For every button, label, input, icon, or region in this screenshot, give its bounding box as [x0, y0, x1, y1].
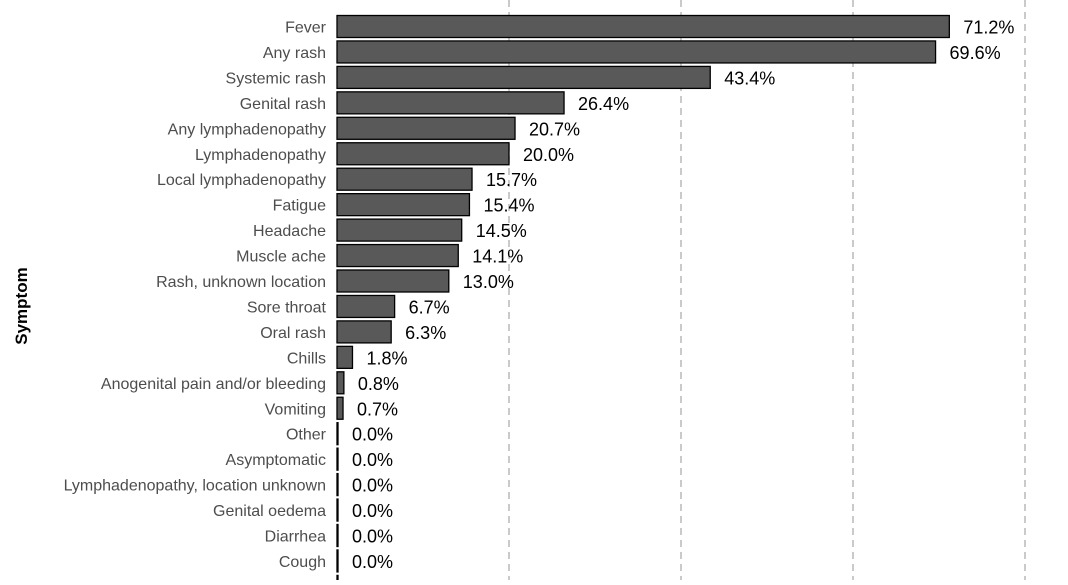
category-label: Fatigue	[273, 198, 326, 215]
bar	[336, 142, 510, 166]
value-label: 0.0%	[352, 552, 393, 572]
value-label: 14.5%	[476, 221, 527, 241]
category-label: Rash, unknown location	[156, 274, 326, 291]
value-label: 15.4%	[483, 196, 534, 216]
value-label: 0.0%	[352, 501, 393, 521]
value-label: 6.3%	[405, 323, 446, 343]
bar	[336, 422, 339, 446]
category-label: Systemic rash	[226, 70, 326, 87]
bar	[336, 65, 711, 90]
bar	[336, 243, 459, 268]
bar	[336, 14, 950, 39]
value-label: 0.7%	[357, 399, 398, 419]
gridlines	[508, 0, 1026, 580]
bar	[336, 549, 339, 573]
value-label: 26.4%	[578, 94, 629, 114]
value-label: 1.8%	[366, 348, 407, 368]
value-label: 20.7%	[529, 119, 580, 139]
value-label: 43.4%	[724, 68, 775, 88]
bar	[336, 523, 339, 548]
category-label: Anogenital pain and/or bleeding	[101, 376, 326, 393]
category-label: Oral rash	[260, 325, 326, 342]
category-label: Any lymphadenopathy	[168, 121, 326, 138]
value-label: 0.8%	[358, 374, 399, 394]
category-label: Cough	[279, 554, 326, 571]
category-label: Headache	[253, 223, 326, 240]
category-label: Sore throat	[247, 299, 327, 316]
category-label: Lymphadenopathy	[195, 147, 326, 164]
bar	[336, 320, 392, 344]
bar	[336, 574, 339, 585]
bar	[336, 192, 471, 217]
value-label: 0.0%	[352, 425, 393, 445]
value-label: 20.0%	[523, 145, 574, 165]
value-label: 14.1%	[472, 247, 523, 267]
category-label: Other	[286, 427, 327, 444]
category-label: Genital oedema	[213, 503, 326, 520]
bar	[336, 396, 344, 420]
category-label: Asymptomatic	[226, 452, 326, 469]
category-label: Diarrhea	[265, 529, 326, 546]
value-label: 13.0%	[463, 272, 514, 292]
bar	[336, 167, 473, 191]
bar	[336, 91, 565, 115]
category-label: Muscle ache	[236, 249, 326, 266]
category-label: Genital rash	[240, 96, 326, 113]
bar	[336, 40, 937, 64]
bars	[336, 14, 950, 585]
category-label: Lymphadenopathy, location unknown	[64, 478, 326, 495]
value-label: 0.0%	[352, 450, 393, 470]
value-label: 6.7%	[409, 297, 450, 317]
category-labels: Fever Any rash Systemic rash Genital rash An…	[64, 20, 327, 585]
bar	[336, 269, 450, 293]
category-label: Vomiting	[265, 401, 326, 418]
category-label: Chills	[287, 350, 326, 367]
value-label: 0.0%	[352, 527, 393, 547]
bar	[336, 116, 516, 140]
value-label: 0.0%	[352, 476, 393, 496]
bar	[336, 498, 339, 522]
bar	[336, 345, 354, 370]
bar	[336, 294, 396, 319]
bar	[336, 472, 339, 497]
bar	[336, 218, 463, 242]
value-label: 69.6%	[950, 43, 1001, 63]
bar	[336, 371, 345, 395]
category-label: Fever	[285, 20, 327, 37]
bar	[336, 447, 339, 471]
category-label: Local lymphadenopathy	[157, 172, 326, 189]
value-label: 15.7%	[486, 170, 537, 190]
y-axis-title: Symptom	[12, 267, 31, 344]
value-label: 71.2%	[963, 18, 1014, 38]
category-label: Any rash	[263, 45, 326, 62]
value-labels: 71.2% 69.6% 43.4% 26.4% 20.7% 20.0% 15.7% 15.4%…	[352, 18, 1014, 585]
